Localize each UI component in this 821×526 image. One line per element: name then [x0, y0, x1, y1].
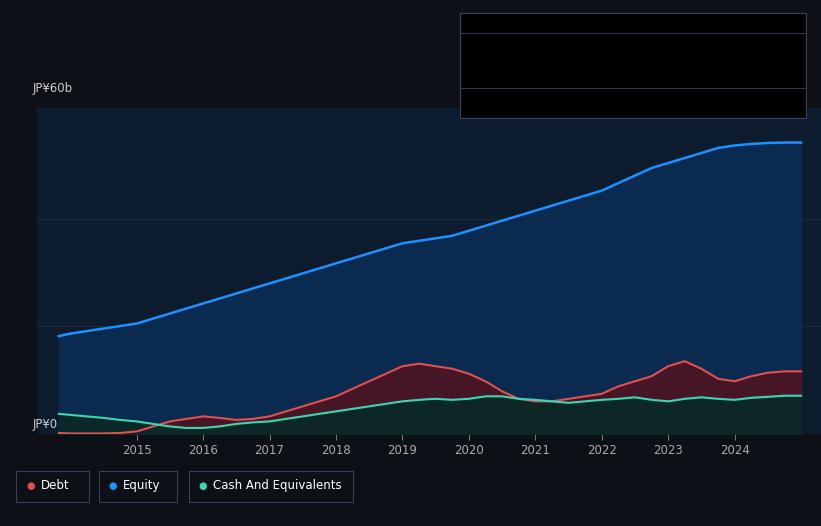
Text: Cash And Equivalents: Cash And Equivalents — [470, 103, 599, 116]
Text: Equity: Equity — [470, 65, 507, 78]
Text: ●: ● — [26, 481, 34, 491]
Text: ●: ● — [199, 481, 207, 491]
Text: JP¥58.075b: JP¥58.075b — [636, 65, 712, 78]
Text: 21.5%: 21.5% — [636, 80, 677, 94]
Text: Nov 30 2024: Nov 30 2024 — [470, 25, 563, 38]
Text: Cash And Equivalents: Cash And Equivalents — [213, 479, 342, 492]
Text: Debt: Debt — [470, 46, 498, 59]
Text: JP¥0: JP¥0 — [33, 418, 58, 431]
Text: JP¥7.619b: JP¥7.619b — [636, 103, 703, 116]
Text: JP¥12.481b: JP¥12.481b — [636, 46, 711, 59]
Text: Equity: Equity — [123, 479, 161, 492]
Text: Debt: Debt — [41, 479, 70, 492]
Text: ●: ● — [108, 481, 117, 491]
Text: Debt/Equity Ratio: Debt/Equity Ratio — [676, 80, 784, 94]
Text: JP¥60b: JP¥60b — [33, 82, 73, 95]
